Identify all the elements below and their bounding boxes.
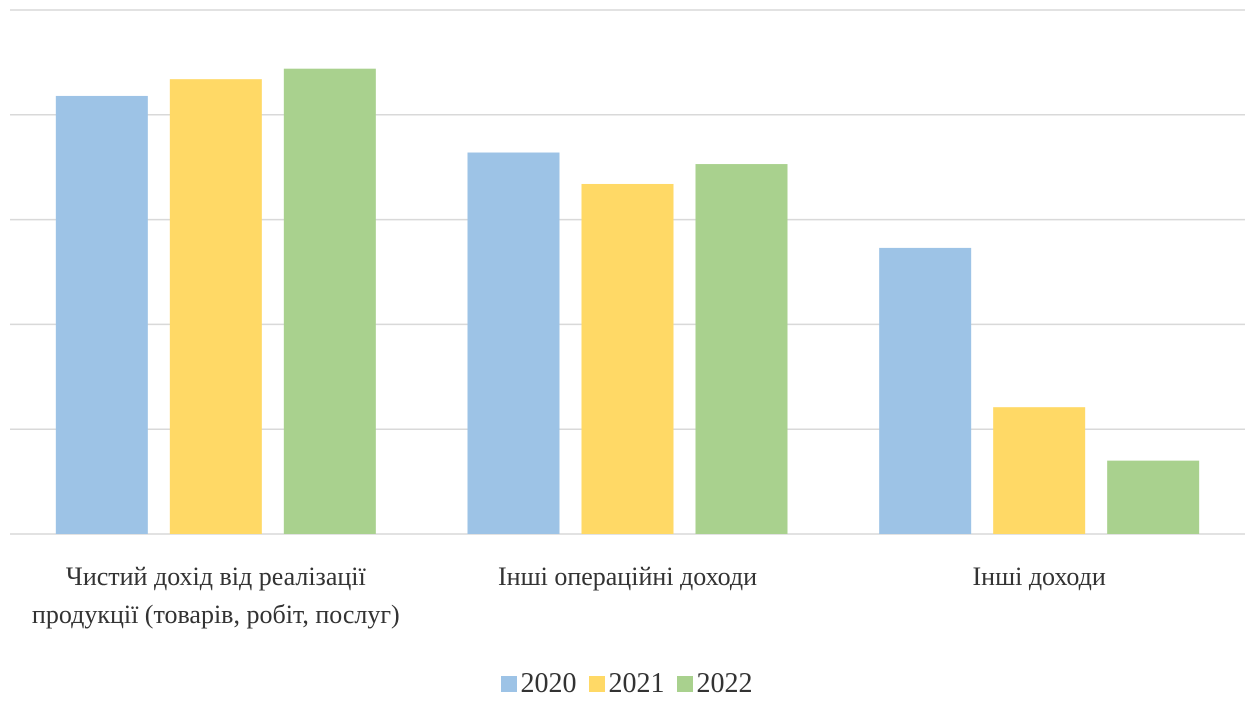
x-tick-label: Чистий дохід від реалізації продукції (т… xyxy=(31,562,400,629)
bar xyxy=(169,79,262,534)
legend-label: 2022 xyxy=(696,668,753,699)
bar xyxy=(1107,460,1200,534)
legend: 2020 2021 2022 xyxy=(0,668,1253,700)
legend-item: 2022 xyxy=(676,668,753,700)
bar xyxy=(283,68,376,535)
bar xyxy=(695,164,788,534)
legend-swatch xyxy=(676,676,693,692)
legend-item: 2021 xyxy=(588,668,665,700)
x-tick-label: Інші доходи xyxy=(972,562,1106,591)
x-tick-label: Інші операційні доходи xyxy=(498,562,757,591)
bar xyxy=(879,247,972,534)
bar xyxy=(467,152,560,534)
legend-item: 2020 xyxy=(500,668,577,700)
legend-label: 2021 xyxy=(608,668,665,699)
bar xyxy=(581,183,674,534)
bar xyxy=(993,407,1086,534)
legend-swatch xyxy=(500,676,517,692)
legend-swatch xyxy=(588,676,605,692)
legend-label: 2020 xyxy=(520,668,577,699)
bar xyxy=(55,95,148,534)
